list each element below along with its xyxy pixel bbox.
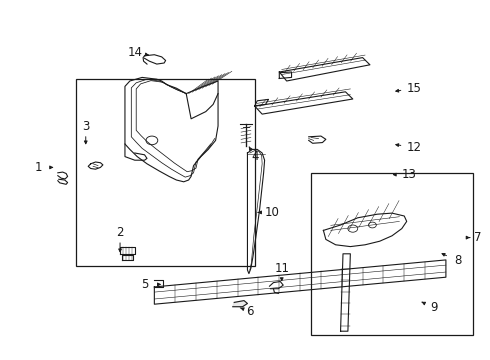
Text: 4: 4	[251, 150, 259, 163]
Text: 11: 11	[274, 262, 289, 275]
Text: 13: 13	[402, 168, 416, 181]
Text: 2: 2	[116, 226, 124, 239]
Text: 14: 14	[127, 46, 142, 59]
Text: 12: 12	[407, 141, 421, 154]
Text: 6: 6	[246, 305, 254, 318]
Text: 1: 1	[34, 161, 42, 174]
Text: 8: 8	[454, 255, 462, 267]
Text: 15: 15	[407, 82, 421, 95]
Bar	[76, 79, 255, 266]
Text: 5: 5	[141, 278, 148, 291]
Text: 9: 9	[430, 301, 438, 314]
Text: 7: 7	[474, 231, 482, 244]
Bar	[311, 173, 473, 335]
Text: 10: 10	[265, 206, 279, 219]
Text: 3: 3	[82, 120, 90, 132]
Polygon shape	[233, 301, 247, 307]
